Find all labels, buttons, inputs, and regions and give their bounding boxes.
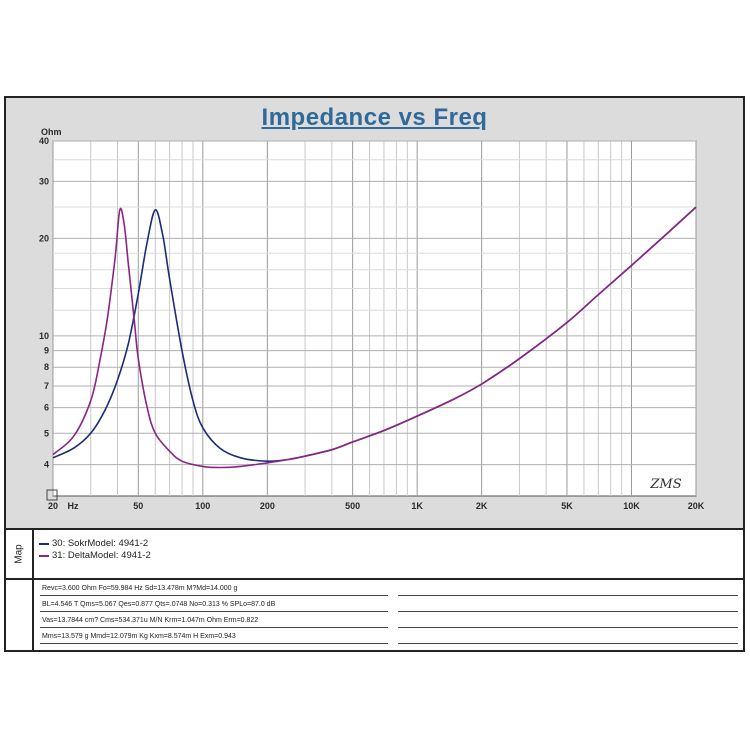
x-tick-label: 10K	[623, 501, 640, 511]
legend-swatch-delta	[39, 554, 49, 557]
x-axis-label: Hz	[68, 501, 79, 511]
parameters-side-label	[6, 580, 34, 650]
legend-item-delta[interactable]: 31: DeltaModel: 4941-2	[39, 550, 151, 561]
watermark-logo: ZMS	[649, 477, 681, 492]
parameter-divider	[40, 611, 388, 612]
map-side-label: Map	[6, 530, 34, 578]
y-axis-label: Ohm	[41, 127, 62, 137]
y-tick-label: 40	[39, 136, 49, 146]
parameter-row-1: Revc=3.600 Ohm Fo=59.984 Hz Sd=13.478m M…	[42, 585, 238, 592]
plot-panel: Impedance vs Freq 20 50 100 200 500 1K 2K 5K 10K…	[6, 98, 743, 530]
impedance-chart: 20 50 100 200 500 1K 2K 5K 10K 20K Hz 4 5 6 7 8 9 10 20 30 4…	[39, 127, 705, 511]
x-tick-label: 50	[133, 501, 143, 511]
x-tick-label: 200	[260, 501, 275, 511]
y-tick-label: 30	[39, 176, 49, 186]
x-tick-label: 2K	[476, 501, 488, 511]
y-tick-label: 4	[44, 460, 49, 470]
y-tick-label: 5	[44, 428, 49, 438]
legend-panel: Map 30: SokrModel: 4941-2 31: DeltaModel…	[6, 530, 743, 580]
y-tick-label: 6	[44, 403, 49, 413]
origin-marker-icon	[46, 489, 58, 501]
legend-item-sokr[interactable]: 30: SokrModel: 4941-2	[39, 538, 148, 549]
x-tick-label: 20	[48, 501, 58, 511]
chart-frame: Impedance vs Freq 20 50 100 200 500 1K 2K 5K 10K…	[4, 96, 745, 652]
parameter-divider	[40, 627, 388, 628]
y-tick-label: 7	[44, 381, 49, 391]
parameter-row-2: BL=4.546 T Qms=5.067 Qes=0.877 Qts=.0748…	[42, 601, 276, 608]
parameter-divider	[398, 643, 738, 644]
parameter-divider	[40, 595, 388, 596]
parameter-divider	[40, 643, 388, 644]
x-tick-label: 20K	[688, 501, 705, 511]
legend-label-sokr: 30: SokrModel: 4941-2	[52, 538, 149, 549]
legend-swatch-sokr	[39, 542, 49, 545]
y-tick-label: 10	[39, 331, 49, 341]
parameters-panel: Revc=3.600 Ohm Fo=59.984 Hz Sd=13.478m M…	[6, 580, 743, 650]
x-tick-label: 100	[195, 501, 210, 511]
series-line-delta	[52, 206, 697, 469]
parameter-divider	[398, 611, 738, 612]
parameter-divider	[398, 627, 738, 628]
x-tick-label: 5K	[561, 501, 573, 511]
parameter-row-4: Mms=13.579 g Mmd=12.079m Kg Kxm=8.574m H…	[42, 633, 236, 640]
parameter-row-3: Vas=13.7844 cm? Cms=534.371u M/N Krm=1.0…	[42, 617, 259, 624]
parameter-divider	[398, 595, 738, 596]
chart-title: Impedance vs Freq	[261, 104, 488, 131]
y-tick-label: 20	[39, 233, 49, 243]
map-label: Map	[13, 544, 25, 564]
plot-area	[52, 140, 697, 497]
legend-label-delta: 31: DeltaModel: 4941-2	[52, 550, 151, 561]
x-tick-label: 500	[345, 501, 360, 511]
y-tick-label: 8	[44, 362, 49, 372]
y-tick-label: 9	[44, 346, 49, 356]
x-tick-label: 1K	[411, 501, 423, 511]
